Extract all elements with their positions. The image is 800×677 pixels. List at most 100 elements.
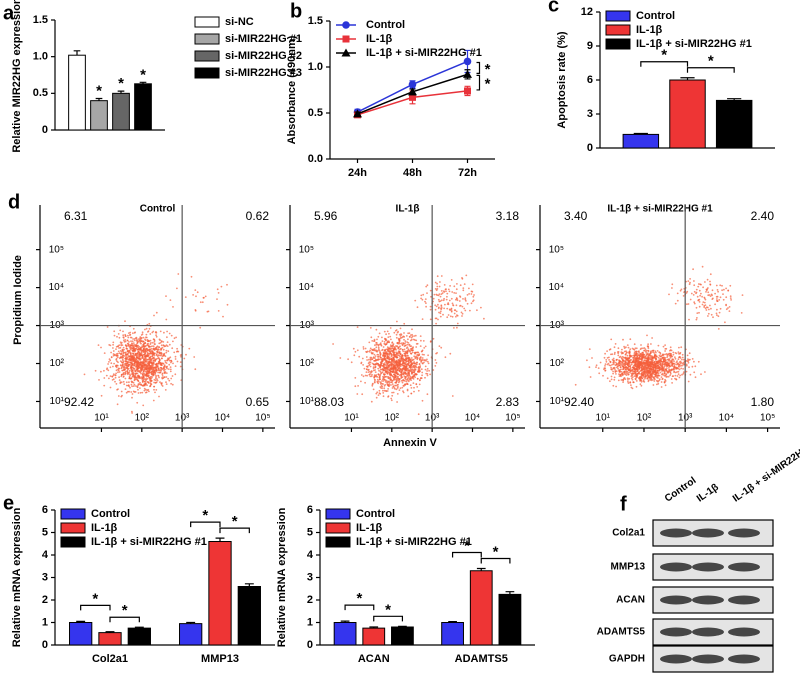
cell-dot xyxy=(623,345,625,348)
cell-dot xyxy=(405,380,408,383)
cell-dot xyxy=(603,367,606,369)
cell-dot xyxy=(131,370,133,373)
cell-dot xyxy=(375,358,377,361)
cell-dot xyxy=(422,340,425,342)
cell-dot xyxy=(138,375,140,377)
cell-dot xyxy=(362,346,365,348)
cell-dot xyxy=(131,349,134,352)
cell-dot xyxy=(446,292,449,295)
cell-dot xyxy=(646,377,649,379)
significance-bracket xyxy=(476,61,481,74)
cell-dot xyxy=(141,365,144,368)
cell-dot xyxy=(694,376,697,379)
cell-dot xyxy=(395,372,397,374)
y-tick-label: 10⁵ xyxy=(299,244,314,255)
cell-dot xyxy=(137,338,140,340)
cell-dot xyxy=(679,289,682,292)
cell-dot xyxy=(155,358,158,360)
cell-dot xyxy=(675,367,678,370)
cell-dot xyxy=(216,288,219,291)
cell-dot xyxy=(657,374,659,377)
cell-dot xyxy=(132,346,135,349)
cell-dot xyxy=(412,358,415,361)
cell-dot xyxy=(371,340,374,342)
bar xyxy=(90,100,108,131)
y-tick-label: 0.0 xyxy=(308,153,323,165)
cell-dot xyxy=(397,365,400,367)
cell-dot xyxy=(635,380,638,382)
cell-dot xyxy=(419,345,422,347)
x-tick-label: 48h xyxy=(403,167,422,179)
cell-dot xyxy=(167,350,170,353)
cell-dot xyxy=(673,367,675,369)
cell-dot xyxy=(369,347,372,350)
cell-dot xyxy=(653,367,655,369)
cell-dot xyxy=(400,357,403,359)
cell-dot xyxy=(158,361,161,363)
y-axis-label: Apoptosis rate (%) xyxy=(556,31,568,129)
cell-dot xyxy=(132,367,135,370)
cell-dot xyxy=(376,353,379,356)
cell-dot xyxy=(366,365,369,368)
cell-dot xyxy=(677,351,680,353)
blot-row-label: GAPDH xyxy=(609,654,645,665)
cell-dot xyxy=(156,378,159,380)
cell-dot xyxy=(414,334,417,337)
y-tick-label: 6 xyxy=(307,504,313,516)
cell-dot xyxy=(659,357,662,360)
cell-dot xyxy=(172,362,174,365)
cell-dot xyxy=(663,361,666,363)
cell-dot xyxy=(153,314,155,317)
cell-dot xyxy=(664,353,666,356)
cell-dot xyxy=(421,374,423,377)
cell-dot xyxy=(610,366,612,369)
cell-dot xyxy=(624,356,627,359)
bar xyxy=(237,586,261,646)
cell-dot xyxy=(371,373,373,376)
cell-dot xyxy=(350,361,353,364)
cell-dot xyxy=(415,343,418,345)
cell-dot xyxy=(660,360,663,363)
cell-dot xyxy=(118,352,121,355)
cell-dot xyxy=(671,287,673,289)
cell-dot xyxy=(138,346,141,348)
cell-dot xyxy=(642,363,644,366)
cell-dot xyxy=(658,360,660,363)
cell-dot xyxy=(383,341,386,343)
cell-dot xyxy=(639,364,641,366)
cell-dot xyxy=(120,375,123,378)
cell-dot xyxy=(153,381,156,384)
cell-dot xyxy=(466,294,469,296)
x-tick-label: 10⁴ xyxy=(465,413,480,424)
cell-dot xyxy=(690,292,693,295)
cell-dot xyxy=(203,296,205,299)
cell-dot xyxy=(144,355,146,358)
cell-dot xyxy=(395,364,398,366)
cell-dot xyxy=(632,361,635,364)
cell-dot xyxy=(161,375,164,377)
cell-dot xyxy=(631,373,633,376)
cell-dot xyxy=(124,320,126,323)
cell-dot xyxy=(132,371,135,373)
blot-row-label: MMP13 xyxy=(611,562,646,573)
cell-dot xyxy=(360,374,363,376)
cell-dot xyxy=(124,363,126,365)
cell-dot xyxy=(154,391,156,394)
error-bar xyxy=(117,90,125,94)
cell-dot xyxy=(411,328,413,331)
cell-dot xyxy=(153,362,155,365)
cell-dot xyxy=(379,368,382,371)
cell-dot xyxy=(471,290,474,293)
cell-dot xyxy=(688,366,690,369)
cell-dot xyxy=(459,296,462,298)
cell-dot xyxy=(445,290,447,293)
cell-dot xyxy=(470,293,473,295)
cell-dot xyxy=(373,340,375,342)
cell-dot xyxy=(365,356,368,358)
legend-label: IL-1β xyxy=(356,522,383,534)
bar xyxy=(391,626,414,646)
significance-bracket xyxy=(480,557,511,564)
cell-dot xyxy=(417,389,420,392)
cell-dot xyxy=(643,376,645,378)
cell-dot xyxy=(670,360,673,363)
